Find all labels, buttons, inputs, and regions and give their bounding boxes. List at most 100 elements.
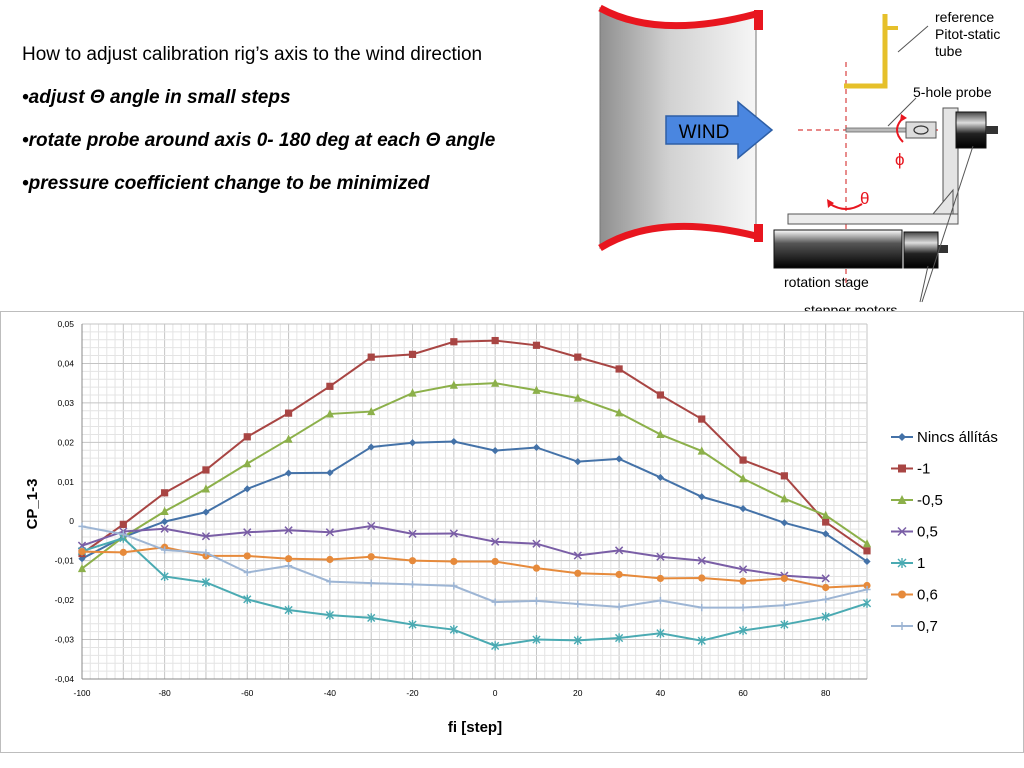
probe-leader-line (887, 97, 917, 127)
x-tick-label: 0 (493, 688, 498, 698)
data-point (863, 547, 871, 555)
data-point (119, 548, 127, 556)
data-point (243, 568, 251, 577)
data-point (821, 612, 830, 622)
data-point (574, 569, 582, 577)
data-point (573, 393, 582, 402)
data-point (698, 493, 706, 501)
data-point (450, 557, 458, 566)
x-tick-label: -20 (406, 688, 419, 698)
data-point (897, 558, 907, 568)
data-point (408, 529, 417, 538)
data-point (738, 565, 748, 574)
rotation-stage (773, 229, 903, 269)
series-line (81, 382, 868, 570)
data-point (656, 596, 665, 605)
data-point (897, 526, 907, 537)
data-point (325, 409, 334, 418)
data-point (532, 597, 541, 605)
data-point (119, 530, 127, 538)
slide-text: How to adjust calibration rig’s axis to … (22, 44, 602, 216)
series-6 (78, 522, 871, 612)
series-2 (77, 378, 872, 573)
y-tick-label: -0,02 (55, 595, 75, 605)
data-point (615, 365, 623, 373)
data-point (160, 506, 169, 515)
data-point (243, 528, 252, 537)
x-axis-label: fi [step] (448, 719, 502, 736)
data-point (574, 600, 582, 608)
data-point (532, 385, 541, 394)
data-point (491, 537, 500, 546)
data-point (161, 518, 169, 526)
data-point (284, 434, 293, 443)
data-point (656, 473, 665, 482)
data-point (614, 546, 624, 555)
x-tick-label: -80 (158, 688, 171, 698)
data-point (326, 469, 334, 477)
slide-heading: How to adjust calibration rig’s axis to … (22, 44, 483, 65)
bullet-text: angle (440, 130, 496, 151)
series-4 (77, 533, 872, 651)
y-tick-label: 0,05 (57, 319, 74, 329)
data-point (78, 547, 86, 556)
data-point (656, 574, 665, 583)
data-point (780, 494, 789, 503)
data-point (656, 391, 665, 399)
data-point (367, 353, 375, 361)
data-point (243, 594, 252, 604)
stepper-motor-stage (903, 231, 939, 269)
y-tick-label: 0 (69, 516, 74, 526)
data-point (491, 557, 499, 566)
data-point (822, 583, 830, 592)
data-point (573, 551, 582, 560)
data-point (367, 521, 376, 531)
data-point (202, 549, 210, 557)
chart-tick-labels: 0,05 0,04 0,03 0,02 0,01 0 -0,01 -0,02 -0,03 -0,0… (55, 319, 831, 698)
reference-leader-line (897, 25, 929, 53)
data-point (491, 447, 499, 455)
bullet-marker: • (22, 87, 29, 108)
data-point (532, 443, 541, 452)
data-point (780, 472, 788, 480)
legend-label: 0,6 (917, 587, 938, 604)
data-point (738, 474, 748, 483)
chart-legend: Nincs állítás -1 -0,5 0,5 1 0,6 0,7 (891, 429, 998, 635)
series-3 (77, 521, 830, 583)
y-tick-label: 0,01 (57, 477, 74, 487)
theta-symbol: Θ (425, 130, 441, 151)
data-point (367, 406, 376, 416)
data-point (532, 564, 541, 572)
data-point (615, 408, 624, 417)
data-point (898, 622, 906, 630)
data-point (656, 628, 665, 638)
data-point (739, 604, 747, 612)
data-point (284, 562, 293, 570)
y-tick-label: -0,04 (55, 674, 75, 684)
bullet-pressure-coefficient: •pressure coefficient change to be minim… (22, 173, 602, 195)
data-point (738, 625, 748, 636)
data-point (739, 456, 747, 464)
nozzle-rim-top (598, 4, 757, 30)
bullet-adjust-theta: •adjust Θ angle in small steps (22, 87, 602, 109)
data-point (821, 510, 830, 519)
legend-label: 0,7 (917, 618, 938, 635)
data-point (574, 353, 582, 361)
data-point (119, 520, 127, 528)
data-point (697, 636, 706, 646)
bullet-text: rotate probe around axis 0- 180 deg at e… (28, 130, 426, 151)
legend-label: 0,5 (917, 524, 938, 541)
data-point (491, 336, 499, 345)
stepper-motor-probe (955, 111, 987, 149)
chart-gridlines (81, 323, 868, 680)
data-point (698, 604, 706, 612)
data-point (408, 350, 417, 358)
data-point (615, 570, 623, 579)
wind-label: WIND (679, 122, 730, 143)
theta-label: θ (860, 189, 869, 208)
legend-item: -0,5 (891, 492, 943, 509)
data-point (780, 601, 788, 609)
data-point (615, 633, 624, 643)
chart-axes (81, 324, 867, 680)
series-line (81, 537, 868, 647)
